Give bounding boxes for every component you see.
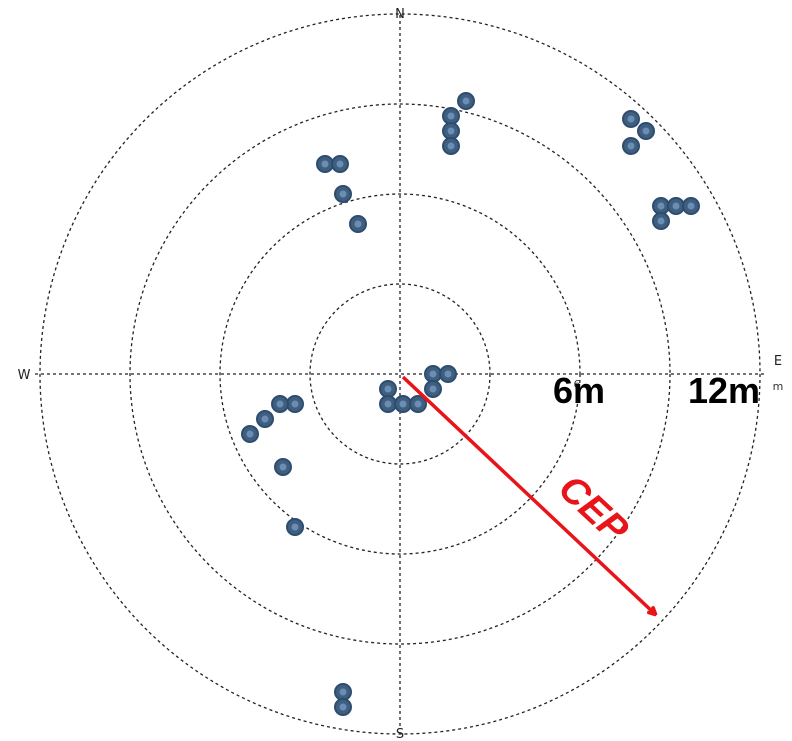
fix-point xyxy=(331,155,349,173)
fix-point-center xyxy=(246,430,254,438)
fix-point xyxy=(241,425,259,443)
fix-point-center xyxy=(276,400,284,408)
fix-point xyxy=(256,410,274,428)
fix-point-center xyxy=(642,127,650,135)
compass-south-label: S xyxy=(396,727,404,741)
small-ring-mark-inner: 6 xyxy=(574,378,581,391)
fix-point xyxy=(682,197,700,215)
compass-east-label: E xyxy=(774,354,782,369)
ring-label-12m: 12m xyxy=(688,370,760,411)
fix-point-center xyxy=(429,370,437,378)
range-ring-3 xyxy=(129,103,671,645)
fix-point-center xyxy=(321,160,329,168)
fix-point xyxy=(271,395,289,413)
fix-point xyxy=(652,197,670,215)
fix-point-center xyxy=(384,385,392,393)
fix-point xyxy=(316,155,334,173)
fix-point xyxy=(349,215,367,233)
fix-point xyxy=(379,395,397,413)
ring-label-6m: 6m xyxy=(553,370,605,411)
fix-point-center xyxy=(339,688,347,696)
range-rings xyxy=(39,13,761,735)
fix-point xyxy=(274,458,292,476)
cep-arrow xyxy=(401,375,655,614)
fix-point-center xyxy=(261,415,269,423)
range-ring-1 xyxy=(309,283,491,465)
fix-point-center xyxy=(657,217,665,225)
fix-point-center xyxy=(354,220,362,228)
fix-point xyxy=(439,365,457,383)
fix-point-center xyxy=(336,160,344,168)
fix-point xyxy=(379,380,397,398)
fix-point xyxy=(334,185,352,203)
fix-point-center xyxy=(384,400,392,408)
fix-point-center xyxy=(291,400,299,408)
fix-point-center xyxy=(657,202,665,210)
fix-point-center xyxy=(462,97,470,105)
fix-point xyxy=(622,110,640,128)
fix-point-center xyxy=(339,703,347,711)
fix-points xyxy=(241,92,700,716)
fix-point xyxy=(667,197,685,215)
fix-point-center xyxy=(672,202,680,210)
fix-point-center xyxy=(447,142,455,150)
fix-point-center xyxy=(627,142,635,150)
compass-north-label: N xyxy=(395,7,405,22)
fix-point-center xyxy=(687,202,695,210)
small-ring-mark-outer: m xyxy=(773,380,784,393)
fix-point xyxy=(334,683,352,701)
range-ring-2 xyxy=(219,193,581,555)
fix-point xyxy=(424,380,442,398)
fix-point xyxy=(394,395,412,413)
fix-point xyxy=(442,107,460,125)
fix-point-center xyxy=(627,115,635,123)
fix-point xyxy=(286,395,304,413)
cep-label: CEP xyxy=(550,467,636,551)
fix-point-center xyxy=(279,463,287,471)
fix-point xyxy=(334,698,352,716)
fix-point xyxy=(286,518,304,536)
fix-point xyxy=(442,122,460,140)
fix-point xyxy=(457,92,475,110)
fix-point xyxy=(622,137,640,155)
fix-point-center xyxy=(444,370,452,378)
range-ring-4 xyxy=(39,13,761,735)
fix-point-center xyxy=(339,190,347,198)
fix-point-center xyxy=(414,400,422,408)
fix-point-center xyxy=(429,385,437,393)
fix-point-center xyxy=(447,127,455,135)
fix-point xyxy=(442,137,460,155)
fix-point-center xyxy=(399,400,407,408)
fix-point xyxy=(409,395,427,413)
fix-point-center xyxy=(447,112,455,120)
compass-west-label: W xyxy=(18,368,31,383)
fix-point xyxy=(637,122,655,140)
fix-point xyxy=(424,365,442,383)
fix-point xyxy=(652,212,670,230)
fix-point-center xyxy=(291,523,299,531)
